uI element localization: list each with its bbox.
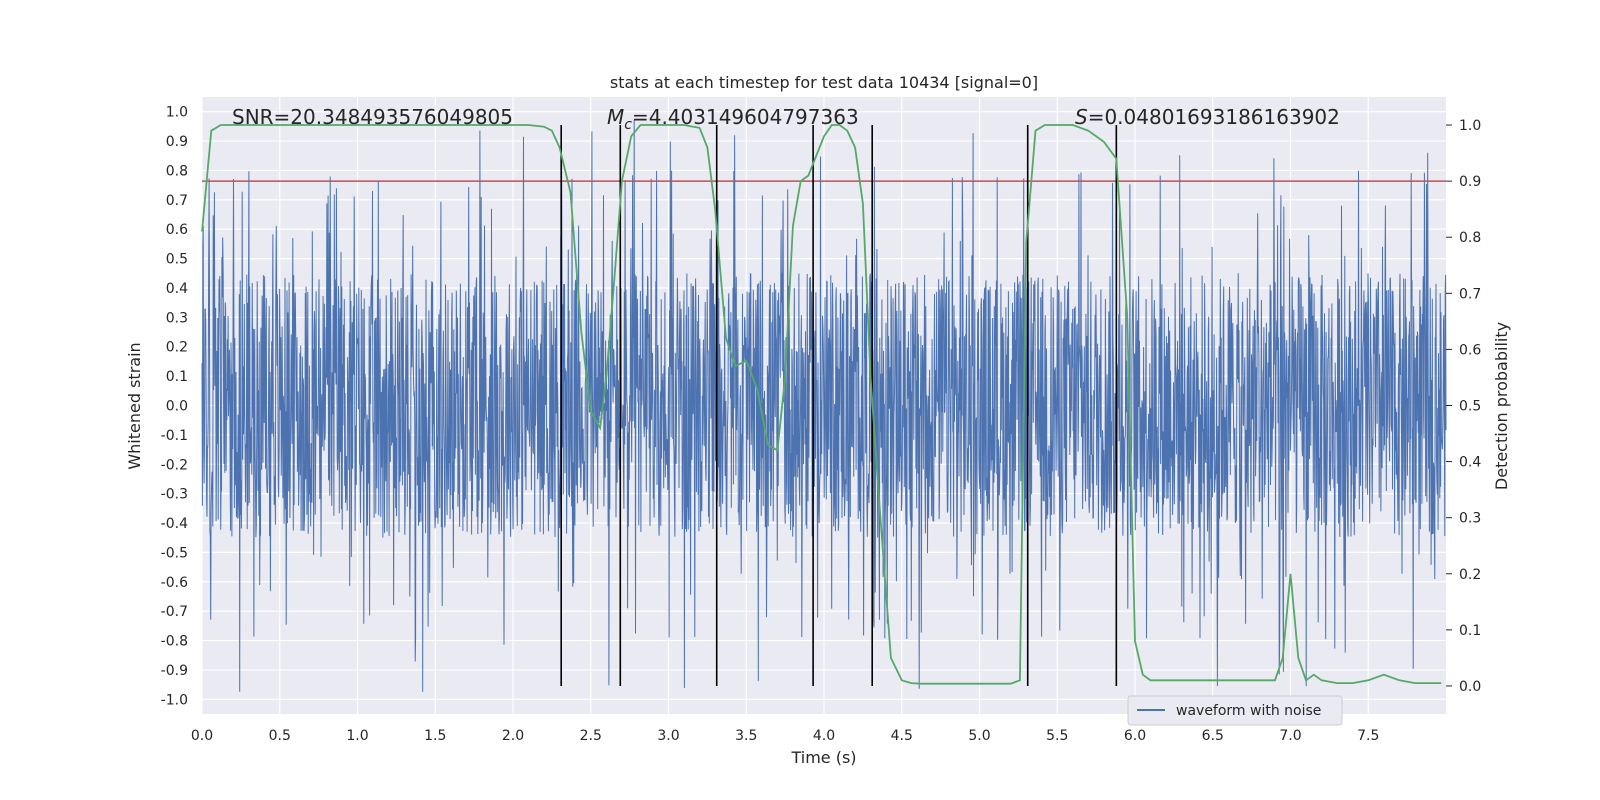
y-right-tick-label: 1.0 <box>1459 118 1481 134</box>
x-tick-label: 4.0 <box>813 728 835 744</box>
y-left-tick-label: -0.7 <box>161 604 188 620</box>
legend-box <box>1127 695 1343 726</box>
x-tick-label: 0.0 <box>191 728 213 744</box>
x-tick-label: 3.5 <box>735 728 757 744</box>
x-tick-labels: 0.0 0.5 1.0 1.5 2.0 2.5 3.0 3.5 4.0 4.5 5.0 5.5 6.0 6… <box>191 728 1380 744</box>
y-right-tick-label: 0.4 <box>1459 455 1481 471</box>
snr-annotation: SNR=20.348493576049805 <box>232 105 513 129</box>
y-axis-label-right: Detection probability <box>1492 322 1511 490</box>
y-left-tick-label: -0.6 <box>161 575 188 591</box>
chirp-mass-annotation: Mc=4.403149604797363 <box>607 105 859 133</box>
y-right-tick-label: 0.9 <box>1459 174 1481 190</box>
x-tick-label: 0.5 <box>269 728 291 744</box>
x-tick-label: 6.0 <box>1124 728 1146 744</box>
x-tick-label: 1.5 <box>424 728 446 744</box>
s-annotation: S=0.04801693186163902 <box>1075 105 1340 129</box>
y-left-tick-label: 1.0 <box>166 105 188 121</box>
x-tick-label: 1.0 <box>346 728 368 744</box>
legend: waveform with noise <box>1127 695 1343 726</box>
x-tick-label: 5.5 <box>1046 728 1068 744</box>
y-left-tick-label: 0.7 <box>166 193 188 209</box>
y-axis-label-left: Whitened strain <box>125 342 144 469</box>
x-tick-label: 3.0 <box>657 728 679 744</box>
x-tick-label: 2.5 <box>580 728 602 744</box>
y-left-tick-label: -0.4 <box>161 516 188 532</box>
x-tick-label: 5.0 <box>968 728 990 744</box>
waveform-line <box>201 119 1447 692</box>
y-left-tick-label: -0.1 <box>161 428 188 444</box>
y-left-tick-label: -0.5 <box>161 545 188 561</box>
y-left-tick-label: 0.8 <box>166 163 188 179</box>
y-right-tick-label: 0.3 <box>1459 511 1481 527</box>
y-left-tick-label: 0.6 <box>166 222 188 238</box>
x-tick-label: 7.5 <box>1357 728 1379 744</box>
y-left-tick-label: 0.9 <box>166 134 188 150</box>
y-left-tick-label: 0.5 <box>166 252 188 268</box>
y-left-tick-label: 0.1 <box>166 369 188 385</box>
detection-probability-series <box>201 124 1442 685</box>
y-right-tick-label: 0.1 <box>1459 623 1481 639</box>
x-tick-label: 6.5 <box>1202 728 1224 744</box>
x-tick-label: 7.0 <box>1279 728 1301 744</box>
y-right-tick-label: 0.6 <box>1459 342 1481 358</box>
y-left-tick-label: -0.3 <box>161 487 188 503</box>
y-left-tick-label: 0.0 <box>166 399 188 415</box>
left-y-tick-labels: 1.0 0.9 0.8 0.7 0.6 0.5 0.4 0.3 0.2 0.1 0.0 -0.1 -0.… <box>161 105 188 709</box>
chart-title: stats at each timestep for test data 104… <box>610 73 1038 92</box>
waveform-with-noise-series <box>201 119 1447 692</box>
y-left-tick-label: 0.4 <box>166 281 188 297</box>
x-tick-label: 2.0 <box>502 728 524 744</box>
probability-line <box>201 124 1442 685</box>
y-left-tick-label: 0.2 <box>166 340 188 356</box>
y-left-tick-label: 0.3 <box>166 310 188 326</box>
y-right-tick-label: 0.0 <box>1459 679 1481 695</box>
x-axis-label: Time (s) <box>790 748 856 767</box>
y-right-tick-label: 0.7 <box>1459 286 1481 302</box>
y-right-tick-label: 0.8 <box>1459 230 1481 246</box>
right-y-tick-labels: 1.0 0.9 0.8 0.7 0.6 0.5 0.4 0.3 0.2 0.1 0.0 <box>1446 118 1481 695</box>
y-left-tick-label: -0.9 <box>161 663 188 679</box>
y-left-tick-label: -0.2 <box>161 457 188 473</box>
y-left-tick-label: -0.8 <box>161 634 188 650</box>
y-right-tick-label: 0.2 <box>1459 567 1481 583</box>
y-left-tick-label: -1.0 <box>161 692 188 708</box>
legend-label-waveform: waveform with noise <box>1176 703 1321 719</box>
x-tick-label: 4.5 <box>891 728 913 744</box>
y-right-tick-label: 0.5 <box>1459 399 1481 415</box>
